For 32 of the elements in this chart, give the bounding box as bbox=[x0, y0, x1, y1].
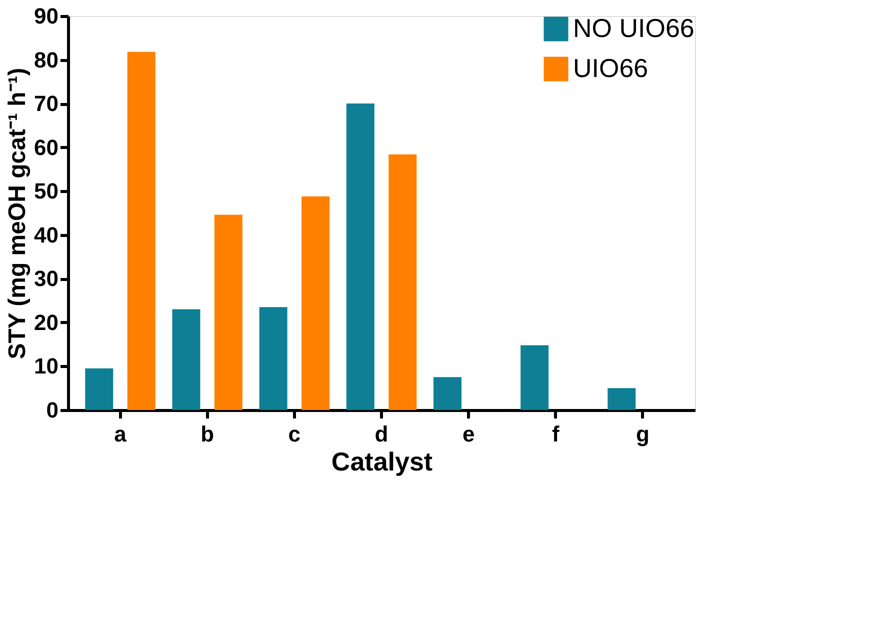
y-axis-title: STY (mg meOH gcat⁻¹ h⁻¹) bbox=[4, 68, 32, 360]
y-tick-label: 70 bbox=[34, 91, 58, 116]
bar bbox=[214, 214, 242, 410]
x-tick-label: g bbox=[636, 422, 650, 446]
y-tick-label: 40 bbox=[34, 222, 58, 248]
x-tick-label: d bbox=[374, 422, 388, 446]
bar bbox=[85, 368, 114, 410]
y-tick-label: 50 bbox=[34, 178, 58, 204]
bar bbox=[608, 388, 636, 410]
bar bbox=[302, 196, 330, 410]
x-tick-label: b bbox=[200, 422, 214, 446]
bar bbox=[520, 345, 549, 410]
bar bbox=[172, 309, 200, 410]
y-tick-label: 90 bbox=[34, 4, 58, 28]
y-tick-label: 20 bbox=[34, 310, 58, 335]
legend-label: UIO66 bbox=[573, 53, 648, 83]
bar bbox=[259, 307, 288, 410]
bar bbox=[433, 377, 462, 410]
y-tick-label: 60 bbox=[34, 134, 58, 160]
y-tick-label: 0 bbox=[46, 398, 58, 422]
x-tick-label: a bbox=[114, 422, 128, 446]
bar bbox=[388, 154, 417, 410]
y-tick-label: 80 bbox=[34, 47, 58, 72]
y-tick-label: 30 bbox=[34, 266, 58, 292]
y-tick-label: 10 bbox=[34, 354, 58, 379]
x-axis-title: Catalyst bbox=[331, 446, 433, 476]
x-tick-label: e bbox=[462, 422, 475, 446]
legend-label: NO UIO66 bbox=[573, 13, 694, 43]
x-tick-label: f bbox=[552, 422, 560, 446]
x-tick-label: c bbox=[288, 422, 301, 446]
bar bbox=[127, 52, 156, 410]
bar bbox=[346, 104, 374, 410]
